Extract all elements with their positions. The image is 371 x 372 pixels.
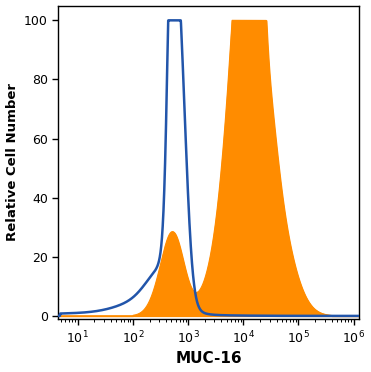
X-axis label: MUC-16: MUC-16 [175, 352, 242, 366]
Y-axis label: Relative Cell Number: Relative Cell Number [6, 83, 19, 241]
